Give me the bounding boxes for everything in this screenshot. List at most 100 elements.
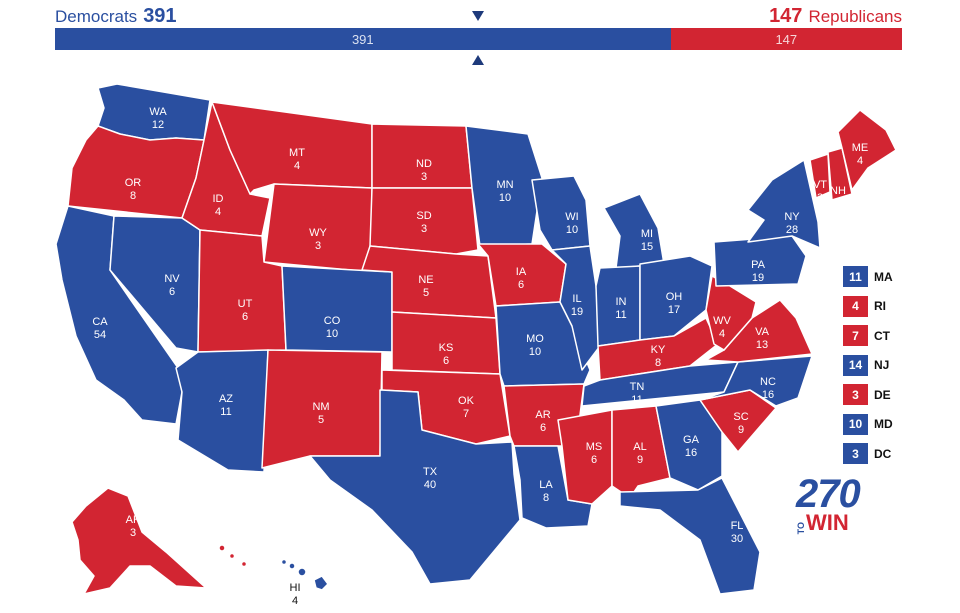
state-label-oh: OH 17 (666, 291, 683, 316)
state-label-ga: GA 16 (683, 434, 700, 459)
state-hi[interactable] (313, 575, 329, 591)
small-state-code: CT (874, 328, 890, 343)
state-label-al: AL 9 (633, 441, 646, 466)
state-label-nd: ND 3 (416, 158, 432, 183)
electoral-header: Democrats 391 147 Republicans 391 147 (0, 0, 960, 70)
state-ny[interactable] (747, 159, 821, 249)
small-state-ev-box[interactable]: 11 (843, 266, 868, 288)
state-label-or: OR 8 (125, 177, 142, 202)
state-label-ne: NE 5 (418, 274, 433, 299)
state-label-pa: PA 19 (751, 259, 766, 284)
small-state-code: DC (874, 446, 892, 461)
logo-win: WIN (806, 510, 849, 535)
state-label-ar: AR 6 (535, 409, 550, 434)
small-state-code: RI (874, 299, 886, 314)
state-fl[interactable] (619, 477, 761, 595)
state-label-wi: WI 10 (565, 211, 578, 236)
small-states-legend: 11 MA 4 RI 7 CT 14 NJ 3 DE 10 MD 3 DC (843, 262, 893, 469)
state-label-ia: IA 6 (516, 266, 527, 291)
state-label-tn: TN 11 (630, 381, 645, 406)
state-label-az: AZ 11 (219, 393, 233, 418)
small-state-md[interactable]: 10 MD (843, 410, 893, 440)
state-vt[interactable] (809, 153, 831, 199)
state-sd[interactable] (369, 187, 479, 255)
state-label-wa: WA 12 (149, 106, 167, 131)
hawaii-island (288, 562, 296, 570)
state-label-id: ID 4 (213, 193, 224, 218)
state-label-la: LA 8 (539, 479, 553, 504)
state-label-il: IL 19 (571, 293, 583, 318)
state-label-vt: VT 3 (813, 179, 827, 204)
small-state-ma[interactable]: 11 MA (843, 262, 893, 292)
bar-rep-segment: 147 (670, 28, 902, 50)
state-label-in: IN 11 (615, 296, 626, 321)
state-la[interactable] (513, 445, 593, 529)
alaska-island (228, 552, 236, 560)
state-label-ms: MS 6 (586, 441, 603, 466)
alaska-island (218, 544, 226, 552)
state-label-nv: NV 6 (164, 273, 180, 298)
state-label-va: VA 13 (755, 326, 770, 351)
state-label-mn: MN 10 (496, 179, 513, 204)
state-label-ak: AK 3 (126, 514, 141, 539)
state-mi[interactable] (603, 193, 665, 269)
state-or[interactable] (67, 125, 205, 219)
small-state-code: NJ (874, 358, 890, 373)
state-label-me: ME 4 (852, 142, 869, 167)
alaska-island (240, 560, 248, 568)
small-state-ev-box[interactable]: 10 (843, 413, 868, 435)
state-label-hi: HI 4 (290, 582, 301, 607)
hawaii-island (280, 558, 288, 566)
state-label-fl: FL 30 (731, 520, 744, 545)
state-label-tx: TX 40 (423, 466, 438, 491)
state-label-co: CO 10 (324, 315, 341, 340)
state-label-mt: MT 4 (289, 147, 305, 172)
democrats-total: Democrats 391 (55, 5, 177, 28)
electoral-vote-bar: 391 147 (55, 28, 902, 50)
midpoint-arrow-up-icon (472, 55, 484, 65)
small-state-ev-box[interactable]: 14 (843, 354, 868, 376)
state-label-mi: MI 15 (641, 228, 653, 253)
state-label-ks: KS 6 (439, 342, 454, 367)
state-wi[interactable] (531, 175, 591, 251)
small-state-ev-box[interactable]: 4 (843, 295, 868, 317)
republicans-count: 147 (769, 5, 803, 27)
state-label-mo: MO 10 (526, 333, 544, 358)
270towin-logo: 270 TO WIN (796, 472, 861, 535)
small-state-code: MD (874, 417, 893, 432)
republicans-total: 147 Republicans (769, 5, 902, 28)
state-label-nm: NM 5 (312, 401, 329, 426)
small-state-ct[interactable]: 7 CT (843, 321, 893, 351)
democrats-label: Democrats (55, 7, 138, 26)
small-state-code: MA (874, 269, 893, 284)
small-state-nj[interactable]: 14 NJ (843, 351, 893, 381)
small-state-de[interactable]: 3 DE (843, 380, 893, 410)
small-state-dc[interactable]: 3 DC (843, 439, 893, 469)
state-label-wy: WY 3 (309, 227, 327, 252)
logo-number: 270 (796, 472, 861, 516)
state-il[interactable] (551, 245, 601, 371)
state-nh[interactable] (827, 147, 853, 201)
small-state-ri[interactable]: 4 RI (843, 292, 893, 322)
small-state-ev-box[interactable]: 7 (843, 325, 868, 347)
state-label-wv: WV 4 (713, 315, 731, 340)
republicans-label: Republicans (808, 7, 902, 26)
small-state-code: DE (874, 387, 891, 402)
state-tx[interactable] (309, 389, 521, 585)
small-state-ev-box[interactable]: 3 (843, 443, 868, 465)
state-label-ok: OK 7 (458, 395, 475, 420)
state-me[interactable] (837, 109, 897, 191)
state-label-ut: UT 6 (238, 298, 253, 323)
state-label-ca: CA 54 (92, 316, 108, 341)
midpoint-arrow-down-icon (472, 11, 484, 21)
state-label-sc: SC 9 (733, 411, 748, 436)
small-state-ev-box[interactable]: 3 (843, 384, 868, 406)
state-label-ny: NY 28 (784, 211, 800, 236)
state-ak[interactable] (71, 487, 207, 595)
state-label-sd: SD 3 (416, 210, 431, 235)
state-label-ky: KY 8 (651, 344, 666, 369)
state-label-nc: NC 16 (760, 376, 776, 401)
hawaii-island (297, 567, 307, 577)
bar-dem-segment: 391 (55, 28, 671, 50)
